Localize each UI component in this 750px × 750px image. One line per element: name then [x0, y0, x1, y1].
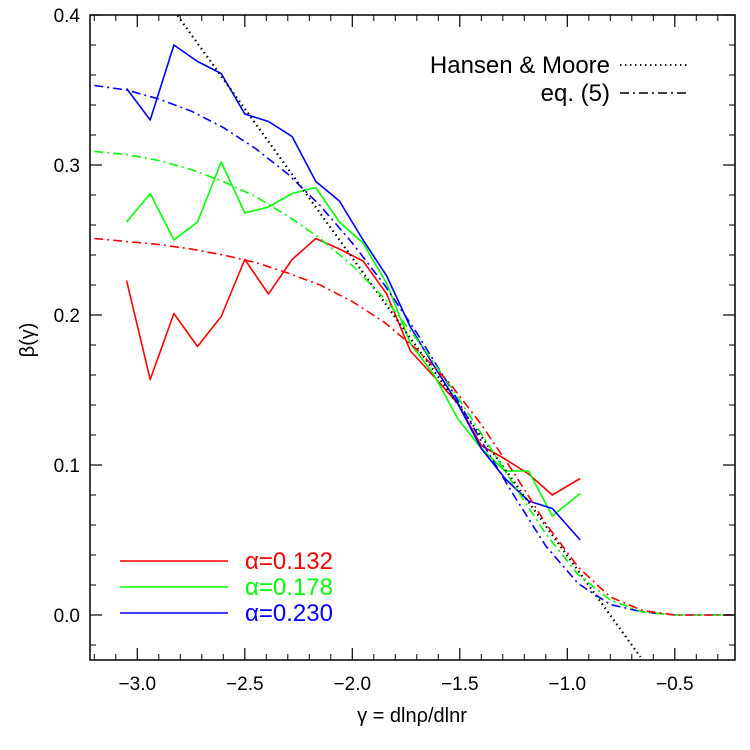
plot-frame	[89, 14, 736, 661]
series-line-0-230-solid	[125, 44, 581, 541]
series-line-series-6-dashdot	[94, 237, 735, 616]
y-tick-label: 0.0	[54, 606, 80, 627]
legend-label-hansen-moore: Hansen & Moore	[430, 52, 610, 79]
series-line-0-132-solid	[125, 237, 581, 496]
series-line-eq-5-dashdot	[94, 84, 735, 616]
x-tick-label: −1.5	[441, 674, 479, 695]
y-tick-label: 0.2	[54, 306, 80, 327]
series-line-series-5-dashdot	[94, 150, 735, 616]
x-tick-label: −2.0	[334, 674, 372, 695]
x-tick-label: −0.5	[656, 674, 694, 695]
axis-ticks	[90, 14, 735, 660]
x-tick-label: −3.0	[119, 674, 157, 695]
legend-label-0-230: α=0.230	[245, 600, 333, 627]
y-tick-label: 0.1	[54, 456, 80, 477]
x-tick-label: −2.5	[226, 674, 264, 695]
y-tick-label: 0.3	[54, 156, 80, 177]
plot-area	[94, 15, 735, 658]
series-line-hansen-moore-dotted	[175, 15, 642, 658]
tick-labels: −3.0 −2.5 −2.0 −1.5 −1.0 −0.5 0.0 0.1 0.2 0.3 0.4	[54, 6, 694, 695]
x-axis-title: γ = dlnρ/dlnr	[357, 705, 467, 727]
x-tick-label: −1.0	[549, 674, 587, 695]
series-line-0-178-solid	[125, 161, 581, 517]
legend-label-0-178: α=0.178	[245, 574, 333, 601]
legend-label-eq-5: eq. (5)	[541, 80, 610, 107]
y-axis-title: β(γ)	[17, 323, 39, 358]
legend-label-0-132: α=0.132	[245, 548, 333, 575]
y-tick-label: 0.4	[54, 6, 81, 27]
